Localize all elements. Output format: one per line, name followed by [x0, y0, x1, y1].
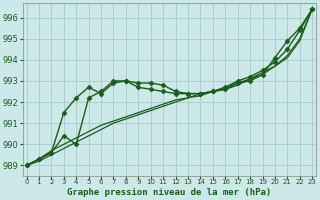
- X-axis label: Graphe pression niveau de la mer (hPa): Graphe pression niveau de la mer (hPa): [67, 188, 271, 197]
